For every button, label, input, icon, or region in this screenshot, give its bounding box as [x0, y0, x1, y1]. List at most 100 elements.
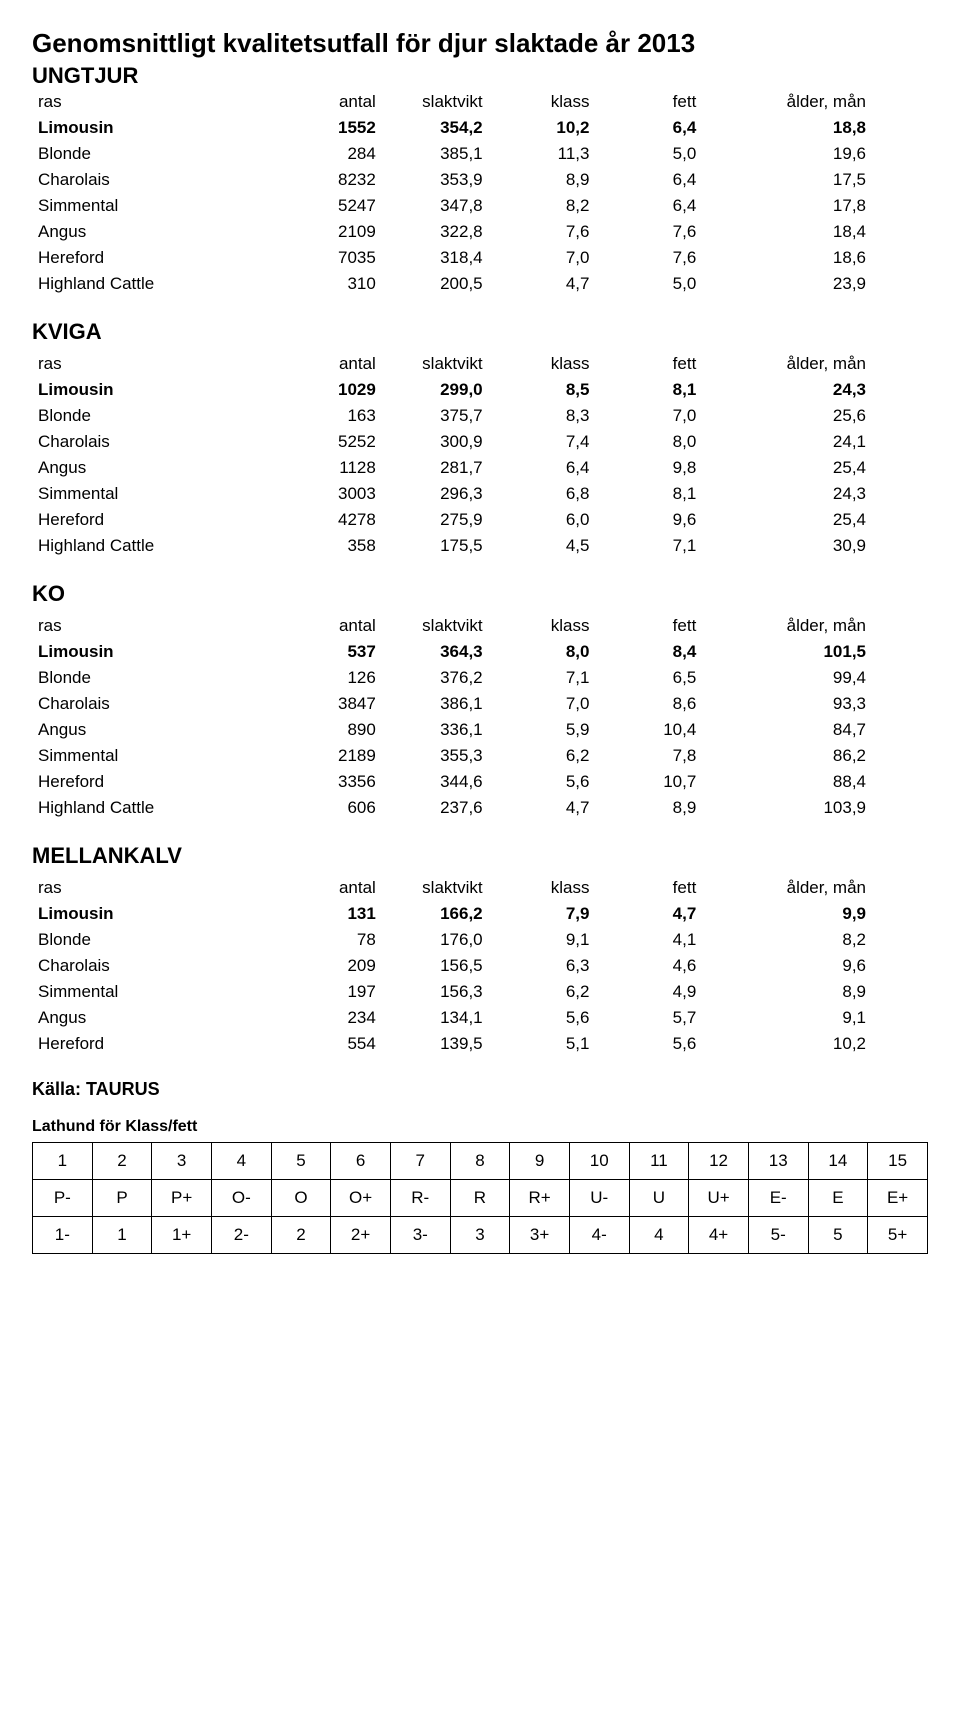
column-header: fett — [595, 613, 702, 639]
table-row: Blonde126376,27,16,599,4 — [32, 665, 872, 691]
table-row: Angus2109322,87,67,618,4 — [32, 219, 872, 245]
column-header: antal — [275, 89, 382, 115]
cell-value: 386,1 — [382, 691, 489, 717]
column-header: ålder, mån — [702, 89, 872, 115]
row-label: Blonde — [32, 403, 275, 429]
grid-cell: 6 — [331, 1143, 391, 1180]
grid-cell: 3 — [152, 1143, 212, 1180]
cell-value: 23,9 — [702, 271, 872, 297]
cell-value: 8,2 — [702, 927, 872, 953]
cell-value: 156,3 — [382, 979, 489, 1005]
cell-value: 6,5 — [595, 665, 702, 691]
cell-value: 88,4 — [702, 769, 872, 795]
cell-value: 8,6 — [595, 691, 702, 717]
grid-cell: 5+ — [868, 1217, 928, 1254]
cell-value: 8,9 — [489, 167, 596, 193]
cell-value: 86,2 — [702, 743, 872, 769]
cell-value: 5,0 — [595, 141, 702, 167]
row-label: Charolais — [32, 167, 275, 193]
cell-value: 8,9 — [702, 979, 872, 1005]
row-label: Hereford — [32, 507, 275, 533]
cell-value: 4,9 — [595, 979, 702, 1005]
grid-cell: 4 — [211, 1143, 271, 1180]
cell-value: 7035 — [275, 245, 382, 271]
cell-value: 606 — [275, 795, 382, 821]
column-header: ras — [32, 351, 275, 377]
cell-value: 8232 — [275, 167, 382, 193]
cell-value: 8,0 — [489, 639, 596, 665]
cell-value: 78 — [275, 927, 382, 953]
grid-cell: E — [808, 1180, 868, 1217]
grid-cell: 2- — [211, 1217, 271, 1254]
cell-value: 364,3 — [382, 639, 489, 665]
cell-value: 4,7 — [489, 271, 596, 297]
grid-cell: P- — [33, 1180, 93, 1217]
column-header: slaktvikt — [382, 89, 489, 115]
table-row: Hereford7035318,47,07,618,6 — [32, 245, 872, 271]
cell-value: 8,2 — [489, 193, 596, 219]
source-label: Källa: TAURUS — [32, 1079, 928, 1100]
cell-value: 18,4 — [702, 219, 872, 245]
grid-cell: 15 — [868, 1143, 928, 1180]
table-row: Hereford3356344,65,610,788,4 — [32, 769, 872, 795]
cell-value: 156,5 — [382, 953, 489, 979]
section-heading: UNGTJUR — [32, 63, 928, 89]
column-header: klass — [489, 89, 596, 115]
cell-value: 1029 — [275, 377, 382, 403]
row-label: Blonde — [32, 665, 275, 691]
column-header: klass — [489, 613, 596, 639]
cell-value: 25,4 — [702, 507, 872, 533]
row-label: Hereford — [32, 245, 275, 271]
cell-value: 4,5 — [489, 533, 596, 559]
cell-value: 30,9 — [702, 533, 872, 559]
cell-value: 385,1 — [382, 141, 489, 167]
cell-value: 7,4 — [489, 429, 596, 455]
cell-value: 358 — [275, 533, 382, 559]
grid-cell: U — [629, 1180, 689, 1217]
cell-value: 19,6 — [702, 141, 872, 167]
grid-cell: O — [271, 1180, 331, 1217]
cell-value: 3003 — [275, 481, 382, 507]
column-header: slaktvikt — [382, 875, 489, 901]
table-row: Blonde163375,78,37,025,6 — [32, 403, 872, 429]
cell-value: 5,6 — [489, 1005, 596, 1031]
cell-value: 9,8 — [595, 455, 702, 481]
grid-cell: 5 — [271, 1143, 331, 1180]
section-heading: KVIGA — [32, 319, 928, 345]
table-row: Charolais3847386,17,08,693,3 — [32, 691, 872, 717]
cell-value: 9,1 — [702, 1005, 872, 1031]
cell-value: 24,1 — [702, 429, 872, 455]
cell-value: 25,4 — [702, 455, 872, 481]
cell-value: 284 — [275, 141, 382, 167]
cell-value: 7,1 — [489, 665, 596, 691]
row-label: Limousin — [32, 377, 275, 403]
sections-container: UNGTJURrasantalslaktviktklassfettålder, … — [32, 63, 928, 1057]
row-label: Angus — [32, 717, 275, 743]
cell-value: 375,7 — [382, 403, 489, 429]
data-table: rasantalslaktviktklassfettålder, månLimo… — [32, 875, 872, 1057]
grid-cell: 11 — [629, 1143, 689, 1180]
cell-value: 8,1 — [595, 481, 702, 507]
cell-value: 347,8 — [382, 193, 489, 219]
table-row: Simmental2189355,36,27,886,2 — [32, 743, 872, 769]
page-title: Genomsnittligt kvalitetsutfall för djur … — [32, 28, 928, 59]
cell-value: 344,6 — [382, 769, 489, 795]
data-table: rasantalslaktviktklassfettålder, månLimo… — [32, 613, 872, 821]
grid-cell: 5 — [808, 1217, 868, 1254]
data-table: rasantalslaktviktklassfettålder, månLimo… — [32, 351, 872, 559]
section-heading: KO — [32, 581, 928, 607]
cell-value: 7,0 — [595, 403, 702, 429]
cell-value: 275,9 — [382, 507, 489, 533]
lathund-grid: 123456789101112131415P-PP+O-OO+R-RR+U-UU… — [32, 1142, 928, 1254]
row-label: Hereford — [32, 769, 275, 795]
row-label: Highland Cattle — [32, 533, 275, 559]
column-header: ålder, mån — [702, 351, 872, 377]
cell-value: 7,6 — [595, 219, 702, 245]
row-label: Angus — [32, 455, 275, 481]
table-row: Angus890336,15,910,484,7 — [32, 717, 872, 743]
grid-cell: U+ — [689, 1180, 749, 1217]
cell-value: 237,6 — [382, 795, 489, 821]
cell-value: 310 — [275, 271, 382, 297]
cell-value: 234 — [275, 1005, 382, 1031]
cell-value: 101,5 — [702, 639, 872, 665]
